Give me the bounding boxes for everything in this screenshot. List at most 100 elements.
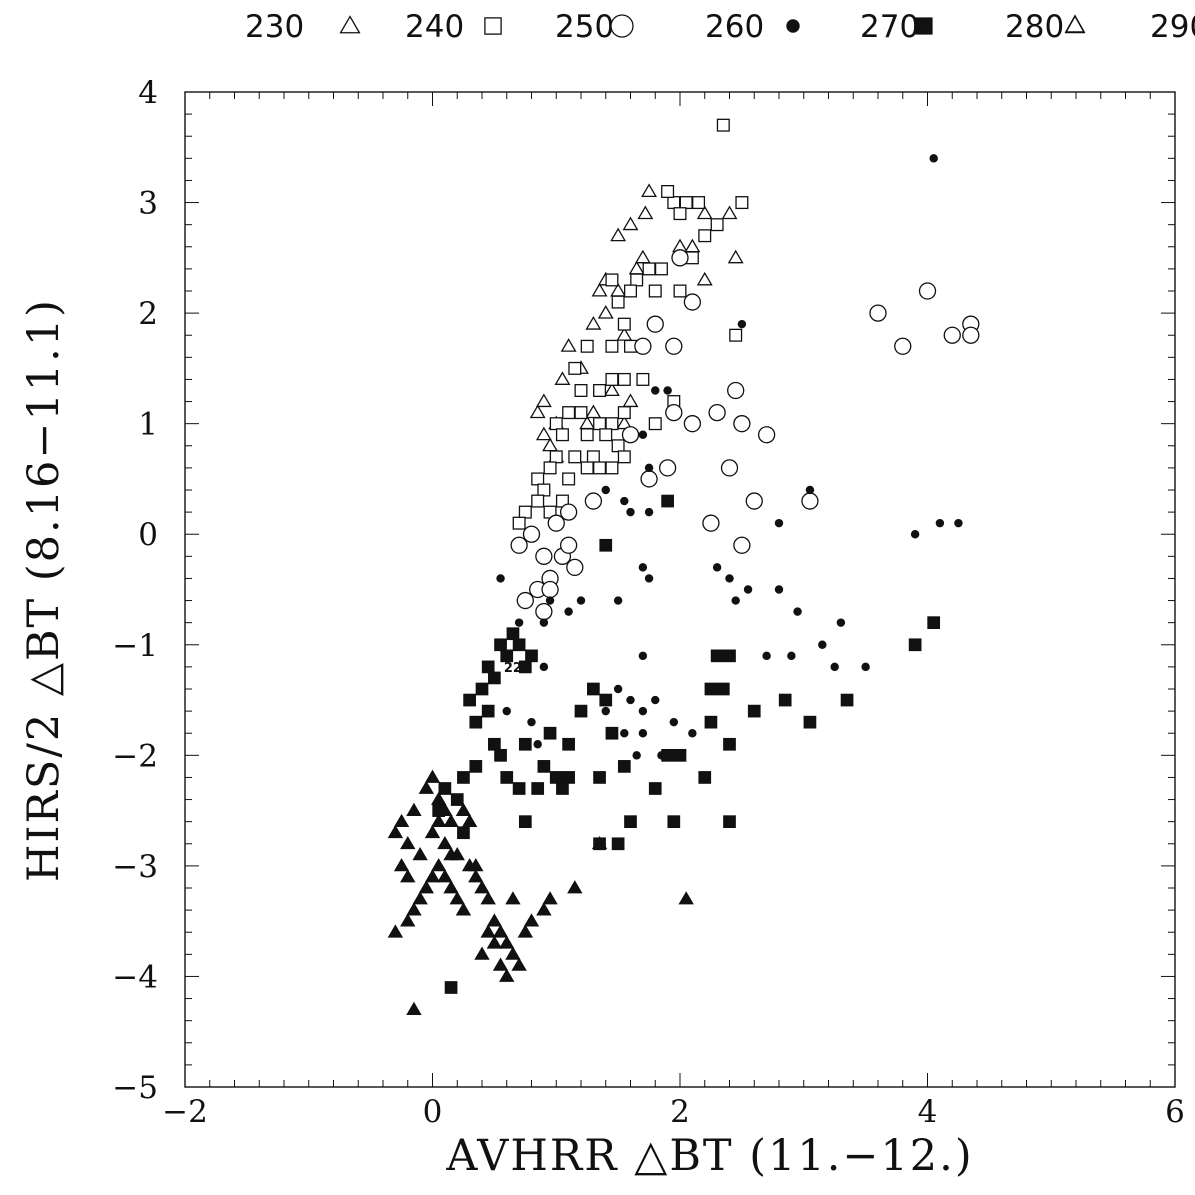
series-open-circle — [510, 249, 980, 621]
data-point — [562, 737, 575, 751]
data-point — [597, 304, 614, 319]
data-point — [505, 891, 521, 905]
data-point — [549, 450, 563, 464]
data-point — [486, 935, 503, 949]
data-point — [535, 426, 552, 441]
data-point — [449, 847, 465, 861]
data-point — [731, 596, 740, 605]
data-point — [710, 218, 724, 232]
data-point — [720, 459, 739, 477]
data-point — [522, 525, 541, 543]
data-point — [962, 326, 980, 344]
data-point — [640, 470, 658, 488]
data-point — [560, 338, 577, 352]
data-point — [412, 891, 428, 905]
data-point — [539, 618, 549, 627]
data-point — [927, 616, 941, 630]
data-point — [605, 339, 619, 353]
data-point — [400, 913, 416, 927]
data-point — [593, 383, 607, 397]
data-point — [387, 824, 404, 839]
data-point — [637, 205, 654, 220]
data-point — [836, 618, 846, 627]
data-point — [539, 662, 549, 672]
data-point — [628, 260, 645, 275]
data-point — [603, 382, 620, 397]
data-point — [787, 651, 796, 661]
data-point — [774, 585, 784, 594]
data-point — [605, 273, 619, 287]
data-point — [531, 472, 545, 486]
data-point — [527, 717, 536, 727]
data-point — [512, 638, 526, 652]
x-tick-label: 6 — [1165, 1094, 1185, 1130]
y-tick-label: 2 — [138, 296, 158, 332]
data-point — [735, 196, 749, 210]
data-point — [743, 585, 753, 594]
data-point — [683, 415, 702, 433]
x-tick-label: 0 — [423, 1094, 443, 1130]
data-point — [638, 728, 648, 738]
data-point — [418, 880, 435, 894]
data-point — [610, 227, 627, 242]
data-point — [696, 205, 713, 220]
data-point — [444, 981, 458, 994]
data-point — [688, 728, 697, 738]
data-point — [555, 428, 569, 442]
data-point — [535, 547, 553, 565]
data-point — [642, 262, 656, 276]
data-point — [488, 737, 501, 751]
data-point — [626, 507, 635, 517]
data-point — [733, 415, 751, 433]
data-point — [745, 492, 763, 510]
data-point — [505, 946, 521, 960]
data-point — [591, 282, 608, 297]
data-point — [430, 858, 447, 872]
data-point — [556, 782, 569, 795]
legend-label: 240 — [405, 9, 464, 45]
data-point — [574, 406, 588, 420]
data-point — [673, 284, 687, 298]
data-point — [617, 372, 631, 386]
data-point — [443, 880, 459, 894]
series-filled-circle — [496, 154, 963, 760]
data-point — [698, 771, 712, 784]
data-point — [861, 662, 870, 672]
data-point — [894, 337, 912, 355]
data-point — [601, 485, 610, 495]
data-point — [574, 704, 588, 718]
y-tick-label: 1 — [138, 407, 158, 443]
data-point — [518, 505, 532, 519]
data-point — [727, 381, 745, 400]
data-point — [531, 494, 545, 508]
y-axis-title: HIRS/2 △BT (8.16−11.1) — [19, 298, 69, 882]
data-point — [723, 815, 736, 829]
data-point — [585, 316, 602, 330]
legend: 230 240 250 260 270 280 290 — [245, 9, 1195, 45]
data-point — [518, 737, 532, 751]
data-point — [496, 574, 505, 583]
data-point — [492, 957, 509, 971]
legend-marker-open-square — [484, 17, 502, 35]
data-point — [716, 118, 730, 132]
data-point — [562, 771, 575, 784]
data-point — [576, 596, 586, 605]
data-point — [564, 607, 573, 616]
y-tick-label: −3 — [112, 849, 158, 885]
data-point — [542, 437, 559, 452]
data-point — [529, 404, 546, 419]
data-point — [638, 430, 648, 439]
data-point — [929, 154, 938, 163]
data-point — [723, 649, 736, 663]
data-point — [617, 317, 631, 331]
data-point — [762, 651, 771, 661]
data-point — [559, 536, 578, 554]
data-point — [774, 518, 784, 528]
data-point — [638, 651, 648, 661]
data-point — [935, 518, 945, 528]
data-point — [801, 492, 819, 510]
data-point — [488, 671, 501, 685]
data-point — [654, 262, 668, 276]
data-point — [474, 946, 490, 960]
data-point — [712, 563, 722, 572]
